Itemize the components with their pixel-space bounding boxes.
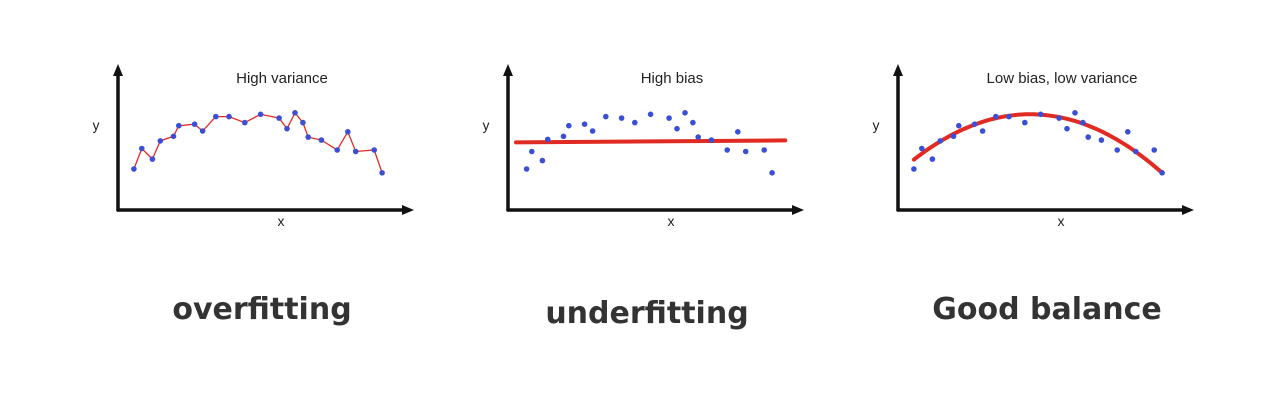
data-point <box>735 129 741 135</box>
data-point <box>334 147 340 153</box>
x-axis-arrow <box>792 205 804 215</box>
panel-overfitting: High variance y x <box>93 60 420 240</box>
data-point <box>708 137 715 143</box>
data-point <box>176 122 182 129</box>
data-point <box>929 156 936 162</box>
data-point <box>1022 119 1028 126</box>
data-point <box>284 125 290 132</box>
data-point <box>1056 115 1062 121</box>
data-point <box>589 128 596 134</box>
data-point <box>352 148 359 155</box>
x-axis-label: x <box>278 213 285 229</box>
data-point <box>1114 147 1120 153</box>
data-point <box>523 166 530 172</box>
data-point <box>191 121 198 127</box>
data-point <box>149 156 156 162</box>
x-axis-label: x <box>1058 213 1065 229</box>
y-axis-label: y <box>483 117 490 133</box>
data-point <box>371 147 378 153</box>
panel-underfitting: High bias y x <box>483 60 810 240</box>
data-point <box>379 170 385 176</box>
x-axis-arrow <box>402 205 414 215</box>
y-axis-label: y <box>873 117 880 133</box>
data-point <box>345 129 351 135</box>
data-point <box>724 147 730 153</box>
data-point <box>199 128 206 134</box>
data-point <box>993 113 999 120</box>
data-point <box>131 166 137 172</box>
data-point <box>1072 110 1078 116</box>
data-point <box>618 115 625 121</box>
data-point <box>170 133 177 140</box>
data-point <box>956 122 962 129</box>
data-point <box>742 148 749 155</box>
data-point <box>690 119 696 126</box>
diagram-svg: High variance y x <box>93 64 414 229</box>
data-point <box>292 110 298 116</box>
data-point <box>1098 137 1105 143</box>
data-point <box>769 170 775 176</box>
data-point <box>1080 119 1086 126</box>
data-point <box>603 113 609 120</box>
data-point <box>318 137 325 143</box>
y-axis-label: y <box>93 117 100 133</box>
data-point <box>581 121 588 127</box>
caption-overfitting: overfitting <box>172 292 352 327</box>
y-axis-arrow <box>113 64 123 76</box>
data-point <box>139 145 145 152</box>
data-point <box>1132 148 1139 155</box>
data-point <box>647 111 654 118</box>
data-point <box>1151 147 1157 153</box>
data-point <box>1064 125 1070 132</box>
diagram-svg: High bias y x <box>483 64 804 229</box>
caption-good-balance: Good balance <box>932 292 1162 327</box>
data-point <box>1006 113 1012 120</box>
data-point <box>971 121 978 127</box>
data-point <box>300 119 306 126</box>
data-point <box>1125 129 1131 135</box>
x-axis-arrow <box>1182 205 1194 215</box>
data-point <box>761 147 767 153</box>
data-point <box>979 128 986 134</box>
data-point <box>529 148 535 155</box>
data-point <box>1159 170 1165 176</box>
data-point <box>674 125 680 132</box>
overfit-line <box>133 111 383 174</box>
data-point <box>544 136 551 143</box>
x-axis-label: x <box>668 213 675 229</box>
data-point <box>682 110 688 116</box>
caption-underfitting: underfitting <box>545 296 749 331</box>
data-point <box>226 113 232 120</box>
data-point <box>566 122 572 129</box>
data-point <box>539 157 546 164</box>
data-point <box>276 115 282 121</box>
balanced-fit-curve <box>911 112 1165 175</box>
data-point <box>695 134 701 140</box>
data-point <box>305 134 311 140</box>
data-point <box>632 119 638 126</box>
data-point <box>666 115 672 121</box>
underfit-line <box>514 138 788 145</box>
data-point <box>950 133 957 140</box>
data-point <box>560 133 567 140</box>
data-point <box>242 119 248 126</box>
data-point <box>157 138 164 144</box>
data-point <box>1037 111 1044 118</box>
y-axis-arrow <box>503 64 513 76</box>
diagram-svg: Low bias, low variance y x <box>873 64 1194 229</box>
data-point <box>213 113 219 120</box>
panel-title: High bias <box>641 70 704 87</box>
data-point <box>919 145 925 152</box>
panel-title: Low bias, low variance <box>987 70 1138 87</box>
panel-good-balance: Low bias, low variance y x <box>873 60 1200 240</box>
data-point <box>911 166 917 172</box>
panel-title: High variance <box>236 70 328 87</box>
y-axis-arrow <box>893 64 903 76</box>
data-point <box>257 111 264 118</box>
data-point <box>1085 134 1091 140</box>
data-point <box>937 138 944 144</box>
